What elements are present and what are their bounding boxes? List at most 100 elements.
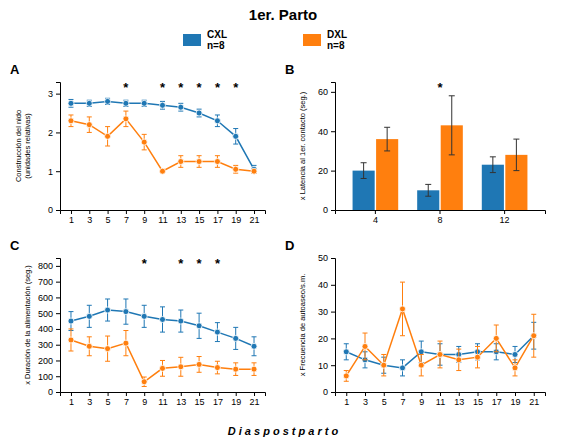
tick-label: 40 [318, 280, 328, 290]
tick: 20 [318, 334, 335, 344]
tick: 15 [473, 392, 483, 407]
tick: 21 [250, 392, 260, 407]
tick-mark [56, 360, 60, 361]
tick-mark [71, 210, 72, 214]
tick-label: 19 [510, 397, 520, 407]
tick: 0 [323, 205, 335, 215]
error-bar [68, 115, 73, 127]
tick-label: 400 [38, 324, 53, 334]
tick: 1 [69, 210, 74, 225]
tick: 1 [48, 167, 60, 177]
error-bar [142, 305, 147, 327]
error-bar [197, 357, 202, 373]
tick-mark [56, 94, 60, 95]
tick: 10 [318, 361, 335, 371]
tick-mark [331, 258, 335, 259]
tick-mark [56, 171, 60, 172]
point [196, 110, 202, 116]
tick-mark [56, 132, 60, 133]
legend-item: CXLn=8 [183, 29, 227, 51]
point [86, 100, 92, 106]
point [400, 306, 406, 312]
tick: 9 [142, 210, 147, 225]
tick-mark [181, 392, 182, 396]
point [86, 122, 92, 128]
tick-mark [56, 297, 60, 298]
tick: 700 [38, 277, 60, 287]
error-bar [252, 363, 257, 376]
tick-mark [534, 392, 535, 396]
panel: 012313579111315171921******AConstrucción… [10, 62, 266, 225]
error-bar [87, 305, 92, 327]
tick: 11 [436, 392, 445, 407]
tick-label: 8 [437, 215, 442, 225]
tick: 3 [363, 392, 368, 407]
tick: 100 [38, 372, 60, 382]
tick-label: 7 [400, 397, 405, 407]
tick-label: 17 [213, 397, 223, 407]
point [381, 362, 387, 368]
error-bar [105, 299, 110, 321]
tick: 4 [373, 210, 378, 225]
tick: 19 [231, 392, 241, 407]
point [160, 102, 166, 108]
point [343, 373, 349, 379]
line [71, 101, 254, 169]
tick: 15 [195, 210, 205, 225]
tick: 200 [38, 356, 60, 366]
tick-label: 100 [38, 372, 53, 382]
axis-line [336, 393, 546, 397]
point [456, 357, 462, 363]
point [418, 349, 424, 355]
error-bar [197, 313, 202, 338]
point [105, 133, 111, 139]
point [86, 343, 92, 349]
tick: 800 [38, 261, 60, 271]
error-bar [142, 134, 147, 150]
y-axis: 0204060 [318, 83, 336, 216]
x-axis: 13579111315171921 [61, 392, 266, 407]
tick-label: 11 [158, 397, 167, 407]
error-bar [400, 282, 405, 336]
tick-label: 9 [142, 215, 147, 225]
point [160, 365, 166, 371]
tick-mark [504, 210, 505, 214]
point [141, 139, 147, 145]
error-bar [215, 361, 220, 374]
tick: 3 [87, 392, 92, 407]
tick-label: 60 [318, 87, 328, 97]
error-bar [215, 323, 220, 342]
annotation: * [142, 256, 148, 271]
axis-line [61, 211, 266, 215]
tick-label: 19 [231, 215, 241, 225]
error-bar [361, 163, 367, 179]
point [160, 316, 166, 322]
error-bar [105, 98, 110, 104]
point [196, 159, 202, 165]
y-axis: 0123 [48, 83, 61, 216]
point [531, 333, 537, 339]
annotation: * [123, 80, 129, 95]
tick-mark [236, 210, 237, 214]
tick-label: 0 [48, 387, 53, 397]
tick-mark [217, 392, 218, 396]
annotation: * [233, 80, 239, 95]
point [251, 366, 257, 372]
tick-label: 19 [231, 397, 241, 407]
tick-mark [496, 392, 497, 396]
tick-mark [199, 392, 200, 396]
x-axis: 13579111315171921 [61, 210, 266, 225]
point [178, 104, 184, 110]
point [343, 349, 349, 355]
tick-mark [331, 392, 335, 393]
point [105, 307, 111, 313]
tick: 13 [176, 210, 186, 225]
annotation: * [178, 80, 184, 95]
y-axis-title: x Duración de la alimentación (seg.) [23, 265, 32, 385]
error-bar [381, 354, 386, 375]
tick-label: 13 [454, 397, 464, 407]
tick-label: 300 [38, 340, 53, 350]
tick-label: 21 [250, 397, 260, 407]
point [141, 379, 147, 385]
tick: 19 [510, 392, 520, 407]
